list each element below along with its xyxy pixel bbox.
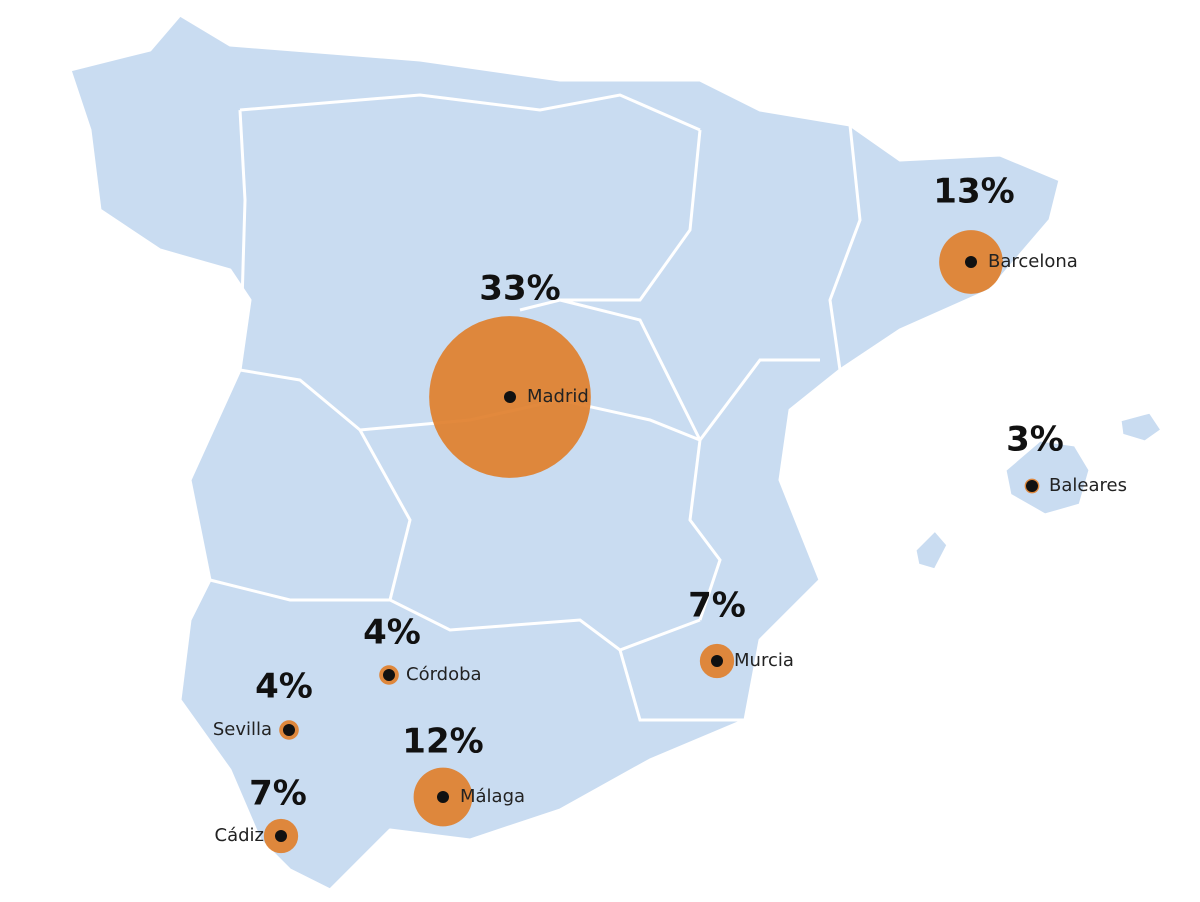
value-label: 13%	[933, 172, 1014, 212]
value-label: 4%	[363, 613, 421, 653]
value-label: 4%	[255, 667, 313, 707]
spain-map	[68, 13, 1164, 892]
ibiza	[913, 528, 950, 572]
city-label: Murcia	[734, 650, 794, 671]
city-dot	[437, 791, 449, 803]
city-dot	[711, 655, 723, 667]
city-dot	[275, 830, 287, 842]
city-dot	[504, 391, 516, 403]
city-label: Cádiz	[215, 825, 264, 846]
value-label: 33%	[479, 269, 560, 309]
city-label: Málaga	[460, 786, 525, 807]
city-label: Madrid	[527, 386, 589, 407]
value-label: 12%	[402, 722, 483, 762]
city-label: Baleares	[1049, 475, 1127, 496]
value-label: 3%	[1006, 420, 1064, 460]
menorca	[1118, 410, 1164, 444]
city-label: Córdoba	[406, 664, 482, 685]
city-label: Sevilla	[213, 719, 272, 740]
city-dot	[965, 256, 977, 268]
bubbles: 33% Madrid 13% Barcelona 3% Baleares 7% Murcia 4…	[213, 172, 1127, 854]
mallorca	[1003, 438, 1092, 517]
city-dot	[383, 669, 395, 681]
city-dot	[283, 724, 295, 736]
city-label: Barcelona	[988, 251, 1078, 272]
city-dot	[1026, 480, 1038, 492]
value-label: 7%	[688, 586, 746, 626]
value-label: 7%	[249, 774, 307, 814]
